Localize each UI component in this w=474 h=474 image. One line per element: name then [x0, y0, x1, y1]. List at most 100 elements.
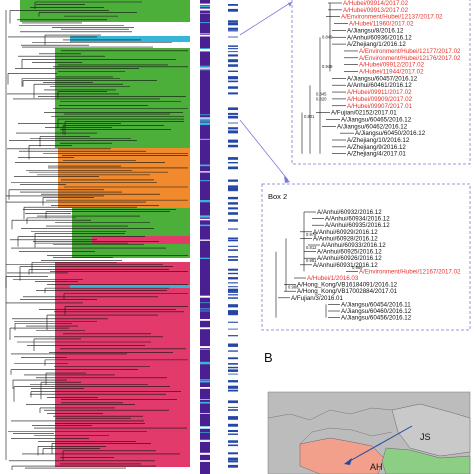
host-mark: [228, 328, 238, 330]
host-mark: [228, 312, 238, 316]
box2-tip-label: A/Hong_Kong/VB17002884/2017.01: [297, 288, 398, 295]
clade-pink-main: [55, 262, 190, 467]
host-mark: [228, 64, 238, 67]
host-mark: [228, 389, 238, 392]
arrowhead-box2: [284, 176, 290, 183]
box1-tree-branches: [301, 2, 358, 154]
host-mark: [228, 259, 238, 261]
purple-bar-notch: [200, 218, 210, 221]
host-mark: [228, 237, 238, 240]
host-mark: [228, 45, 238, 47]
box2-tip-label: A/Anhui/60928/2016.12: [313, 235, 378, 242]
box1: A/Hubei/09914/2017.02A/Hubei/09913/2017.…: [291, 0, 471, 165]
purple-bar-notch: [200, 22, 210, 24]
host-mark: [228, 8, 238, 12]
box2-tip-label: A/Anhui/60934/2016.12: [325, 216, 390, 223]
host-blue-marks-column: [228, 4, 238, 468]
host-mark: [228, 343, 238, 347]
host-mark: [228, 406, 238, 408]
purple-bar-notch: [200, 224, 210, 227]
box2-tip-label: A/Environment/Hubei/12167/2017.02: [359, 268, 461, 275]
host-mark: [228, 457, 238, 461]
box1-tip-label: A/Anhui/60461/2016.12: [347, 82, 412, 89]
purple-bar-notch: [200, 361, 210, 364]
map-province-green: [381, 447, 471, 474]
main-phylogenetic-tree: [5, 0, 190, 470]
host-mark: [228, 144, 238, 148]
box2-title: Box 2: [268, 192, 287, 201]
purple-bar-notch: [200, 65, 210, 67]
host-mark: [228, 76, 238, 80]
purple-bar-notch: [200, 327, 210, 330]
host-mark: [228, 48, 238, 50]
host-mark: [228, 464, 238, 468]
host-mark: [228, 416, 238, 420]
box1-tip-label: A/Anhui/60936/2016.12: [347, 34, 412, 41]
box2-tree-branches: [275, 211, 358, 318]
host-mark: [228, 433, 238, 435]
box2-tip-label: A/Anhui/60933/2016.12: [321, 242, 386, 249]
map: JS AH: [267, 391, 471, 474]
host-mark: [228, 357, 238, 360]
purple-bar-notch: [200, 363, 210, 365]
host-mark: [228, 268, 238, 271]
box2-tip-label: A/Anhui/60926/2016.12: [317, 255, 382, 262]
map-arrowhead: [344, 458, 352, 465]
host-mark: [228, 115, 238, 119]
host-mark: [228, 179, 238, 182]
purple-bar-notch: [200, 200, 210, 203]
host-mark: [228, 366, 238, 369]
box1-tip-label: A/Hubei/09914/2017.02: [343, 0, 409, 7]
box2-support-value: 0.978: [306, 232, 317, 237]
purple-bar-notch: [200, 114, 210, 116]
host-mark: [228, 219, 238, 222]
host-mark: [228, 107, 238, 110]
host-mark: [228, 190, 238, 192]
purple-bar-notch: [200, 295, 210, 298]
purple-bar-notch: [200, 452, 210, 455]
host-mark: [228, 4, 238, 6]
host-mark: [228, 256, 238, 258]
host-mark: [228, 452, 238, 455]
purple-bar-notch: [200, 33, 210, 35]
box1-tip-label: A/Hubei/09913/2017.02: [343, 7, 409, 14]
host-mark: [228, 286, 238, 288]
box2-support-value: 0.989: [352, 265, 363, 270]
arrow-to-box2: [239, 119, 289, 181]
tree-branches: [5, 1, 188, 470]
clade-pink-small: [92, 236, 190, 244]
host-mark: [228, 321, 238, 323]
box2-tip-label: A/Anhui/60929/2016.12: [313, 229, 378, 236]
purple-bar-notch: [200, 346, 210, 349]
box1-tip-label: A/Environment/Hubei/12176/2017.02: [359, 55, 461, 62]
box2-tip-labels: A/Anhui/60932/2016.12A/Anhui/60934/2016.…: [291, 209, 461, 322]
box2-tip-label: A/Jiangsu/60456/2016.12: [341, 315, 412, 322]
box2-tip-label: A/Jiangsu/60460/2016.12: [341, 308, 412, 315]
purple-bar-notch: [200, 13, 210, 14]
box1-support-value: 0.948: [322, 64, 333, 69]
box1-tip-label: A/Jiangsu/8/2016.12: [347, 27, 404, 34]
purple-bar-notch: [200, 302, 210, 304]
purple-bar-notch: [200, 387, 210, 389]
map-borders-2: [299, 427, 393, 445]
purple-bar-notch: [200, 460, 210, 462]
map-borders: [267, 407, 393, 421]
purple-bar-notch: [200, 239, 210, 241]
host-mark: [228, 187, 238, 191]
box1-tip-label: A/Zhejiang/1/2016.12: [347, 41, 406, 48]
purple-bar-notch: [200, 180, 210, 182]
host-mark: [228, 380, 238, 383]
host-mark: [228, 92, 238, 95]
purple-bar-notch: [200, 48, 210, 50]
host-mark: [228, 20, 238, 23]
box2-tip-label: A/Anhui/60931/2016.12: [313, 262, 378, 269]
purple-bar-notch: [200, 200, 210, 202]
box1-border: [291, 0, 471, 165]
box1-tip-labels: A/Hubei/09914/2017.02A/Hubei/09913/2017.…: [331, 0, 461, 158]
box1-tip-label: A/Jiangsu/60465/2016.12: [341, 116, 412, 123]
host-mark: [228, 291, 238, 293]
host-mark: [228, 400, 238, 404]
host-mark: [228, 423, 238, 427]
host-mark: [228, 80, 238, 83]
